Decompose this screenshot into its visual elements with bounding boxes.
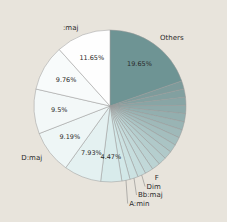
- pie-slice: [110, 89, 185, 106]
- pie-slice: [59, 30, 110, 106]
- category-label: :maj: [63, 24, 78, 32]
- leader-line: [126, 180, 128, 203]
- chart: 19.65% 4.47%7.93%9.19% 9.5% 9.76% 11.65% Othe…: [0, 0, 227, 222]
- labels: 19.65% 4.47%7.93%9.19% 9.5% 9.76% 11.65% Othe…: [21, 24, 184, 208]
- background: [0, 0, 227, 222]
- pie-slice: [110, 97, 186, 106]
- data-label: 7.93%: [81, 149, 102, 157]
- category-label: Others: [160, 34, 184, 42]
- category-label: Bb:maj: [138, 191, 163, 199]
- data-label: 4.47%: [101, 153, 122, 161]
- data-label: 9.76%: [56, 76, 77, 84]
- data-label: 11.65%: [79, 54, 104, 62]
- category-label: F: [155, 174, 159, 182]
- slices: [34, 30, 186, 182]
- data-label: 9.19%: [59, 133, 80, 141]
- category-label: D:maj: [21, 154, 42, 162]
- leader-line: [134, 178, 137, 195]
- category-label: A:min: [129, 200, 149, 208]
- leader-line: [142, 175, 145, 186]
- data-label: 9.5%: [51, 106, 68, 114]
- data-label: 19.65%: [127, 60, 152, 68]
- category-label: Dim: [147, 183, 161, 191]
